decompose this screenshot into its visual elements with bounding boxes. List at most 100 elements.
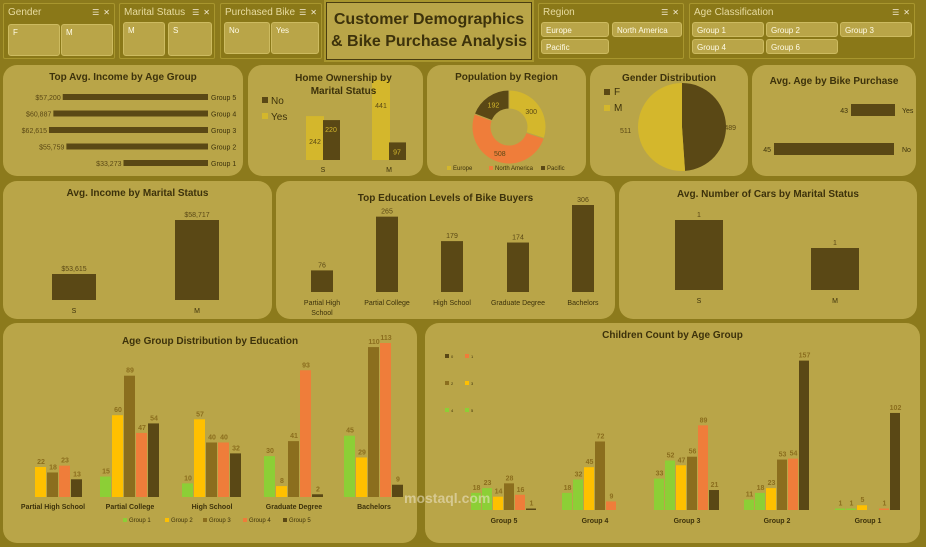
card-home-marital: Home Ownership by Marital Status No Yes 24…	[248, 65, 423, 176]
data-label: 1	[839, 501, 843, 508]
bar	[441, 241, 463, 292]
category-label: Group 3	[674, 518, 701, 525]
bar	[230, 453, 241, 497]
legend-swatch	[604, 89, 610, 95]
category-label: Partial College	[106, 504, 155, 511]
card-gender: Gender Distribution 489 511 F M	[590, 65, 748, 176]
data-label: 1	[883, 501, 887, 508]
data-label: 33	[656, 471, 664, 478]
category-label: Group 4	[211, 112, 236, 119]
category-label: S	[697, 298, 702, 305]
bar	[471, 492, 481, 510]
region-chip-pacific[interactable]: Pacific	[541, 39, 609, 54]
category-label: Partial High	[304, 300, 340, 307]
chart-title: Children Count by Age Group	[602, 330, 743, 341]
clear-filter-icon[interactable]: ✕	[903, 7, 910, 17]
purchased-chip-yes[interactable]: Yes	[271, 22, 319, 54]
clear-filter-icon[interactable]: ✕	[103, 7, 110, 17]
legend-label: 3	[471, 381, 474, 386]
category-label: Group 5	[211, 95, 236, 102]
marital-chip-m[interactable]: M	[123, 22, 165, 56]
data-label: 192	[488, 102, 500, 109]
chart-title: Home Ownership by Marital Status	[295, 73, 392, 97]
age-slicer: Age Classification ☰ ✕ Group 1 Group 2 Gro…	[689, 3, 915, 59]
chart-title: Top Education Levels of Bike Buyers	[357, 193, 534, 204]
category-label: Group 4	[582, 518, 609, 525]
multi-select-icon[interactable]: ☰	[299, 7, 307, 17]
bar	[879, 508, 889, 510]
data-label: 15	[102, 469, 110, 476]
chart-title: Gender Distribution	[622, 73, 716, 84]
legend-swatch	[445, 408, 449, 412]
gender-chip-m[interactable]: M	[61, 24, 113, 56]
purchased-slicer-label: Purchased Bike	[225, 6, 296, 18]
data-label: 56	[689, 449, 697, 456]
data-label: 29	[358, 449, 366, 456]
bar	[766, 488, 776, 510]
slice	[471, 113, 545, 165]
age-chip-group1[interactable]: Group 1	[692, 22, 764, 37]
card-pop-region: Population by Region 300 508 192 Europe Nort…	[427, 65, 586, 176]
age-chip-group4[interactable]: Group 4	[692, 39, 764, 54]
multi-select-icon[interactable]: ☰	[661, 7, 669, 17]
card-income-marital: Avg. Income by Marital Status $53,615 S $5…	[3, 181, 272, 319]
multi-select-icon[interactable]: ☰	[192, 7, 200, 17]
legend-label: North America	[495, 166, 534, 172]
bar	[288, 441, 299, 497]
data-label: 93	[302, 362, 310, 369]
legend-label: F	[614, 87, 620, 98]
data-label: 45	[763, 147, 771, 154]
multi-select-icon[interactable]: ☰	[892, 7, 900, 17]
bar	[606, 501, 616, 510]
region-chip-europe[interactable]: Europe	[541, 22, 609, 37]
marital-chip-s[interactable]: S	[168, 22, 212, 56]
data-label: 18	[757, 485, 765, 492]
income-age-chart: $57,200 Group 5 $60,887 Group 4 $62,615 Group…	[22, 94, 236, 168]
bar	[811, 248, 859, 290]
data-label: 57	[196, 411, 204, 418]
legend-swatch	[465, 381, 469, 385]
bar	[264, 456, 275, 497]
bar-yes	[306, 116, 324, 160]
legend-label: Group 5	[289, 518, 311, 524]
bar	[846, 508, 856, 510]
gender-distribution-chart: 489 511 FM	[604, 83, 736, 171]
legend-label: Group 1	[129, 518, 151, 524]
bar	[52, 274, 96, 300]
data-label: 23	[484, 480, 492, 487]
gender-chip-f[interactable]: F	[8, 24, 60, 56]
data-label: $62,615	[22, 128, 47, 135]
bar	[276, 486, 287, 497]
bar	[218, 442, 229, 497]
chart-title: Avg. Number of Cars by Marital Status	[677, 189, 859, 200]
age-chip-group2[interactable]: Group 2	[766, 22, 838, 37]
legend-swatch	[262, 113, 268, 119]
card-age-bike: Avg. Age by Bike Purchase 43 Yes 45 No	[752, 65, 916, 176]
category-label: Group 2	[211, 145, 236, 152]
bar	[311, 270, 333, 292]
clear-filter-icon[interactable]: ✕	[672, 7, 679, 17]
age-chip-group6[interactable]: Group 6	[766, 39, 838, 54]
clear-filter-icon[interactable]: ✕	[310, 7, 317, 17]
data-label: 5	[861, 497, 865, 504]
multi-select-icon[interactable]: ☰	[92, 7, 100, 17]
bar	[562, 492, 572, 510]
category-label: Group 3	[211, 128, 236, 135]
purchased-chip-no[interactable]: No	[224, 22, 270, 54]
legend-swatch	[445, 381, 449, 385]
legend-swatch	[445, 354, 449, 358]
data-label: 28	[506, 475, 514, 482]
legend-label: Group 4	[249, 518, 271, 524]
legend-label: Group 2	[171, 518, 193, 524]
age-chip-group3[interactable]: Group 3	[840, 22, 912, 37]
region-chip-north-america[interactable]: North America	[612, 22, 682, 37]
data-label: 11	[746, 492, 754, 499]
data-label: 306	[577, 197, 589, 204]
category-label: S	[321, 167, 326, 174]
data-label: 41	[290, 433, 298, 440]
clear-filter-icon[interactable]: ✕	[203, 7, 210, 17]
category-label: Group 1	[211, 161, 236, 168]
category-label: Yes	[902, 108, 914, 115]
bar	[71, 479, 82, 497]
watermark: mostaql.com	[404, 490, 491, 506]
